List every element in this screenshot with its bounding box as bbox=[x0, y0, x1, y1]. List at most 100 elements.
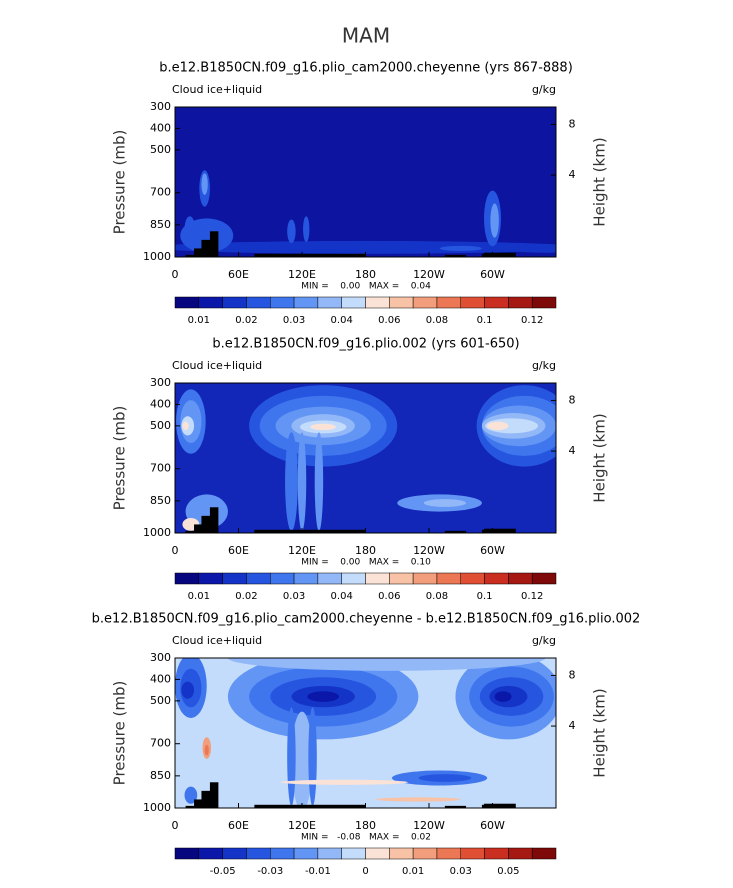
colorbar-label: 0.12 bbox=[521, 591, 543, 602]
colorbar-box bbox=[389, 296, 414, 309]
contour-region bbox=[376, 797, 461, 802]
y-tick-label: 300 bbox=[150, 651, 171, 664]
left-label: Cloud ice+liquid bbox=[172, 634, 262, 647]
topography bbox=[444, 805, 467, 808]
y2-tick-label: 4 bbox=[569, 444, 576, 457]
colorbar-box bbox=[246, 847, 271, 860]
colorbar-label: 0.04 bbox=[331, 591, 353, 602]
x-tick-label: 0 bbox=[172, 544, 179, 557]
y-tick-label: 400 bbox=[150, 121, 171, 134]
subtitle: b.e12.B1850CN.f09_g16.plio_cam2000.cheye… bbox=[92, 612, 641, 627]
colorbar-box bbox=[412, 572, 438, 585]
colorbar-box bbox=[198, 847, 223, 860]
topography bbox=[444, 254, 467, 257]
y-tick-label: 500 bbox=[150, 419, 171, 432]
y-tick-label: 700 bbox=[150, 737, 171, 750]
contour-region bbox=[314, 432, 324, 531]
colorbar-box bbox=[389, 572, 414, 585]
x-tick-label: 120E bbox=[288, 268, 316, 281]
colorbar-box bbox=[293, 572, 319, 585]
colorbar-box bbox=[531, 296, 557, 309]
x-tick-label: 60W bbox=[480, 544, 505, 557]
colorbar-box bbox=[484, 296, 509, 309]
topography bbox=[194, 524, 207, 533]
x-tick-label: 60W bbox=[480, 268, 505, 281]
right-label: g/kg bbox=[532, 634, 556, 647]
colorbar-box bbox=[198, 572, 223, 585]
colorbar-box bbox=[508, 847, 533, 860]
colorbar-label: 0.1 bbox=[477, 591, 493, 602]
min-max: MIN = 0.00 MAX = 0.04 bbox=[301, 282, 431, 292]
colorbar-box bbox=[460, 847, 485, 860]
contour-region bbox=[287, 219, 296, 244]
colorbar-label: 0.03 bbox=[283, 591, 305, 602]
colorbar-box bbox=[174, 572, 200, 585]
colorbar-label: 0.12 bbox=[521, 315, 543, 326]
left-label: Cloud ice+liquid bbox=[172, 83, 262, 96]
colorbar-label: -0.03 bbox=[257, 866, 283, 877]
colorbar-box bbox=[341, 847, 366, 860]
colorbar-box bbox=[531, 847, 557, 860]
contour-region bbox=[303, 216, 310, 242]
y-axis-label: Pressure (mb) bbox=[111, 130, 129, 235]
x-tick-label: 120W bbox=[413, 544, 445, 557]
y-tick-label: 850 bbox=[150, 769, 171, 782]
colorbar-box bbox=[436, 296, 461, 309]
y2-axis-label: Height (km) bbox=[591, 137, 609, 226]
colorbar-label: 0.05 bbox=[497, 866, 519, 877]
colorbar-box bbox=[389, 847, 414, 860]
colorbar-box bbox=[246, 572, 271, 585]
colorbar-box bbox=[412, 296, 438, 309]
x-tick-label: 60W bbox=[480, 819, 505, 832]
min-max: MIN = 0.00 MAX = 0.10 bbox=[301, 558, 431, 568]
contour-region bbox=[423, 499, 467, 507]
colorbar-label: 0.06 bbox=[378, 591, 400, 602]
colorbar-label: 0.02 bbox=[235, 591, 257, 602]
contour-region bbox=[227, 658, 546, 671]
x-tick-label: 180 bbox=[355, 544, 376, 557]
contour-region bbox=[204, 744, 209, 756]
contour-region bbox=[439, 245, 482, 251]
colorbar-box bbox=[317, 572, 342, 585]
y-tick-label: 500 bbox=[150, 694, 171, 707]
colorbar-box bbox=[508, 572, 533, 585]
colorbar-box bbox=[436, 572, 461, 585]
x-tick-label: 120W bbox=[413, 819, 445, 832]
x-tick-label: 60E bbox=[228, 544, 249, 557]
contour-region bbox=[182, 421, 189, 431]
contour-region bbox=[201, 173, 208, 195]
colorbar-box bbox=[317, 847, 342, 860]
colorbar-box bbox=[436, 847, 461, 860]
contour-region bbox=[181, 681, 195, 699]
colorbar-label: -0.05 bbox=[210, 866, 236, 877]
colorbar-label: 0.03 bbox=[450, 866, 472, 877]
contour-field bbox=[175, 658, 556, 808]
contour-field bbox=[175, 383, 556, 533]
y-tick-label: 1000 bbox=[143, 250, 171, 263]
topography bbox=[209, 231, 219, 257]
colorbar-box bbox=[317, 296, 342, 309]
contour-region bbox=[494, 691, 512, 702]
colorbar-label: 0.1 bbox=[477, 315, 493, 326]
topography bbox=[444, 530, 467, 533]
x-tick-label: 0 bbox=[172, 819, 179, 832]
contour-field bbox=[175, 107, 556, 257]
topography bbox=[209, 507, 219, 533]
topography bbox=[194, 248, 207, 257]
topography bbox=[254, 253, 366, 257]
figure-title: MAM bbox=[342, 24, 390, 48]
contour-region bbox=[418, 774, 472, 782]
colorbar-box bbox=[174, 847, 200, 860]
contour-region bbox=[308, 707, 317, 806]
colorbar-box bbox=[460, 572, 485, 585]
colorbar-box bbox=[222, 296, 247, 309]
right-label: g/kg bbox=[532, 359, 556, 372]
contour-region bbox=[307, 691, 340, 702]
y-tick-label: 850 bbox=[150, 218, 171, 231]
colorbar-box bbox=[293, 847, 319, 860]
colorbar-box bbox=[484, 572, 509, 585]
y-tick-label: 1000 bbox=[143, 801, 171, 814]
topography bbox=[484, 252, 516, 257]
